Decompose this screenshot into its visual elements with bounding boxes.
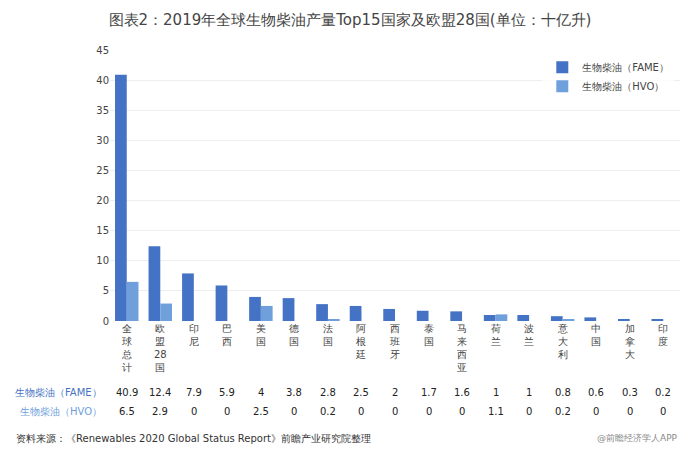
svg-text:生物柴油（HVO）: 生物柴油（HVO） (582, 81, 664, 92)
svg-text:全球总计: 全球总计 (121, 323, 132, 373)
svg-text:印尼: 印尼 (189, 323, 199, 347)
svg-text:3.8: 3.8 (286, 387, 302, 398)
svg-text:生物柴油（FAME）: 生物柴油（FAME） (15, 387, 102, 398)
svg-text:0: 0 (291, 406, 297, 417)
svg-text:中国: 中国 (591, 323, 601, 347)
svg-text:0: 0 (224, 406, 230, 417)
svg-text:荷兰: 荷兰 (491, 323, 501, 347)
svg-text:2.5: 2.5 (253, 406, 269, 417)
svg-text:0: 0 (392, 406, 398, 417)
svg-text:资料来源：《Renewables 2020 Global S: 资料来源：《Renewables 2020 Global Status Repo… (16, 433, 371, 444)
svg-text:35: 35 (96, 105, 109, 116)
svg-text:0: 0 (459, 406, 465, 417)
svg-text:0: 0 (660, 406, 666, 417)
svg-text:0: 0 (191, 406, 197, 417)
svg-text:40: 40 (96, 75, 109, 86)
svg-text:5.9: 5.9 (219, 387, 235, 398)
svg-text:泰国: 泰国 (424, 323, 434, 347)
svg-text:马来西亚: 马来西亚 (457, 323, 467, 373)
svg-text:0.3: 0.3 (622, 387, 638, 398)
svg-text:德国: 德国 (289, 323, 299, 347)
svg-text:1.7: 1.7 (421, 387, 437, 398)
svg-text:图表2：2019年全球生物柴油产量Top15国家及欧盟28国: 图表2：2019年全球生物柴油产量Top15国家及欧盟28国(单位：十亿升) (109, 11, 592, 29)
svg-text:阿根廷: 阿根廷 (355, 323, 366, 360)
svg-text:2.9: 2.9 (152, 406, 168, 417)
svg-text:巴西: 巴西 (222, 323, 232, 347)
svg-text:波兰: 波兰 (524, 323, 534, 347)
svg-text:0.2: 0.2 (555, 406, 571, 417)
svg-text:0.6: 0.6 (588, 387, 604, 398)
svg-text:6.5: 6.5 (119, 406, 135, 417)
svg-text:45: 45 (96, 45, 109, 56)
svg-text:0: 0 (627, 406, 633, 417)
svg-text:30: 30 (96, 135, 109, 146)
svg-text:1: 1 (526, 387, 532, 398)
svg-text:2: 2 (392, 387, 398, 398)
svg-text:1: 1 (493, 387, 499, 398)
svg-text:10: 10 (96, 255, 109, 266)
svg-text:美国: 美国 (256, 323, 266, 347)
svg-text:5: 5 (103, 285, 109, 296)
svg-text:15: 15 (96, 225, 109, 236)
svg-text:40.9: 40.9 (116, 387, 138, 398)
svg-text:0: 0 (358, 406, 364, 417)
svg-text:7.9: 7.9 (186, 387, 202, 398)
svg-text:@前瞻经济学人APP: @前瞻经济学人APP (597, 433, 678, 443)
svg-text:印度: 印度 (658, 323, 668, 347)
svg-text:加拿大: 加拿大 (625, 323, 635, 360)
svg-text:0: 0 (526, 406, 532, 417)
svg-text:2.8: 2.8 (320, 387, 336, 398)
svg-text:0.2: 0.2 (320, 406, 336, 417)
svg-text:1.1: 1.1 (488, 406, 504, 417)
svg-text:1.6: 1.6 (454, 387, 470, 398)
svg-text:生物柴油（HVO）: 生物柴油（HVO） (20, 406, 102, 417)
svg-text:西班牙: 西班牙 (390, 323, 400, 360)
svg-text:20: 20 (96, 195, 109, 206)
svg-text:0: 0 (593, 406, 599, 417)
svg-text:生物柴油（FAME）: 生物柴油（FAME） (582, 62, 669, 73)
svg-text:0: 0 (426, 406, 432, 417)
svg-text:0: 0 (103, 316, 109, 327)
svg-text:意大利: 意大利 (557, 323, 568, 360)
svg-text:12.4: 12.4 (149, 387, 171, 398)
svg-text:25: 25 (96, 165, 109, 176)
svg-text:欧盟28国: 欧盟28国 (154, 323, 167, 373)
svg-text:2.5: 2.5 (353, 387, 369, 398)
svg-text:0.2: 0.2 (655, 387, 671, 398)
svg-text:4: 4 (258, 387, 264, 398)
svg-text:0.8: 0.8 (555, 387, 571, 398)
svg-text:法国: 法国 (323, 323, 333, 347)
